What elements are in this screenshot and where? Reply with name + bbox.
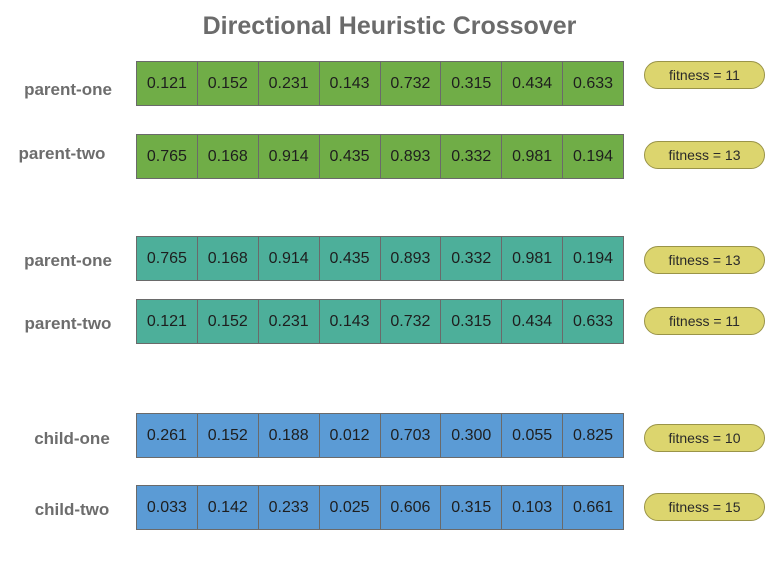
gene-cell: 0.765 [137,135,198,178]
gene-cell: 0.914 [259,237,320,280]
row-label: child-two [34,500,110,519]
gene-cell: 0.025 [320,486,381,529]
gene-cell: 0.012 [320,414,381,457]
gene-cell: 0.434 [502,300,564,343]
fitness-badge: fitness = 10 [644,424,765,452]
gene-cell: 0.143 [320,62,381,105]
chromosome-bar: 0.033 0.142 0.233 0.025 0.606 0.315 0.10… [136,485,624,530]
gene-cell: 0.233 [259,486,320,529]
gene-cell: 0.981 [502,237,564,280]
gene-cell: 0.152 [198,300,259,343]
gene-cell: 0.143 [320,300,381,343]
gene-cell: 0.231 [259,300,320,343]
gene-cell: 0.121 [137,300,198,343]
fitness-badge: fitness = 11 [644,307,765,335]
fitness-badge: fitness = 13 [644,246,765,274]
fitness-badge: fitness = 15 [644,493,765,521]
gene-cell: 0.194 [573,147,614,165]
gene-cell: 0.633 [573,312,614,330]
gene-cell: 0.121 [137,62,198,105]
chromosome-bar: 0.765 0.168 0.914 0.435 0.893 0.332 0.98… [136,134,624,179]
gene-cell: 0.261 [137,414,198,457]
gene-cell: 0.434 [502,62,564,105]
gene-cell: 0.152 [198,62,259,105]
gene-cell: 0.315 [441,62,503,105]
gene-cell: 0.435 [320,135,381,178]
gene-cell: 0.168 [198,237,259,280]
gene-cell: 0.633 [573,74,614,92]
gene-cell: 0.661 [573,498,614,516]
chromosome-bar: 0.261 0.152 0.188 0.012 0.703 0.300 0.05… [136,413,624,458]
chromosome-bar: 0.121 0.152 0.231 0.143 0.732 0.315 0.43… [136,299,624,344]
gene-cell: 0.152 [198,414,259,457]
gene-cell: 0.332 [441,135,503,178]
gene-cell: 0.893 [381,237,442,280]
gene-cell: 0.606 [381,486,442,529]
fitness-badge: fitness = 13 [644,141,765,169]
fitness-badge: fitness = 11 [644,61,765,89]
gene-cell: 0.142 [198,486,259,529]
gene-cell: 0.188 [259,414,320,457]
gene-cell: 0.981 [502,135,564,178]
row-label: parent-two [24,314,112,333]
row-label: parent-one [24,80,112,99]
gene-cell: 0.315 [441,300,503,343]
gene-cell: 0.893 [381,135,442,178]
row-label: child-one [34,429,110,448]
gene-cell: 0.103 [502,486,564,529]
gene-cell: 0.231 [259,62,320,105]
row-label: parent-one [24,251,112,270]
gene-cell: 0.732 [381,62,442,105]
gene-cell: 0.703 [381,414,442,457]
chromosome-bar: 0.121 0.152 0.231 0.143 0.732 0.315 0.43… [136,61,624,106]
gene-cell: 0.194 [573,249,614,267]
gene-cell: 0.055 [502,414,564,457]
gene-cell: 0.825 [573,426,614,444]
gene-cell: 0.914 [259,135,320,178]
gene-cell: 0.300 [441,414,503,457]
gene-cell: 0.315 [441,486,503,529]
gene-cell: 0.033 [137,486,198,529]
gene-cell: 0.332 [441,237,503,280]
gene-cell: 0.168 [198,135,259,178]
diagram-title: Directional Heuristic Crossover [202,12,577,40]
gene-cell: 0.435 [320,237,381,280]
gene-cell: 0.765 [137,237,198,280]
gene-cell: 0.732 [381,300,442,343]
row-label: parent-two [18,144,106,163]
chromosome-bar: 0.765 0.168 0.914 0.435 0.893 0.332 0.98… [136,236,624,281]
